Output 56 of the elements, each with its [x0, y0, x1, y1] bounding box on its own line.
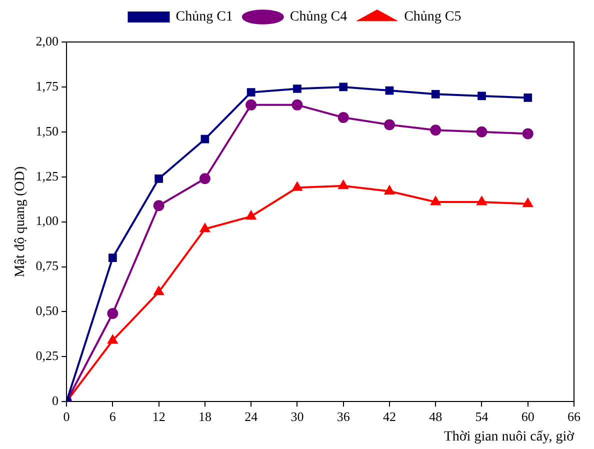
point — [246, 88, 256, 97]
y-tick-label: 1,25 — [36, 168, 59, 184]
y-tick-label: 1,50 — [36, 123, 59, 138]
x-tick-label: 42 — [382, 408, 396, 424]
point — [522, 198, 533, 208]
point — [200, 223, 210, 232]
y-tick-label: 0,25 — [36, 348, 59, 364]
point — [338, 112, 349, 124]
legend-label: Chủng C5 — [404, 10, 462, 25]
x-tick-label: 24 — [244, 408, 258, 424]
point — [246, 210, 256, 220]
point — [108, 254, 117, 262]
point — [153, 200, 164, 212]
point — [292, 99, 303, 110]
point — [107, 308, 118, 319]
y-tick-label: 1,00 — [36, 213, 59, 228]
x-tick-label: 36 — [336, 408, 350, 424]
y-tick-label: 1,75 — [36, 78, 59, 94]
point — [108, 334, 118, 344]
x-tick-label: 0 — [63, 408, 70, 424]
point — [385, 86, 394, 95]
legend-label: Chủng C4 — [290, 10, 348, 25]
y-axis-title: Mật độ quang (OD) — [13, 166, 28, 278]
point — [154, 286, 164, 296]
x-tick-label: 18 — [198, 408, 212, 424]
point — [154, 174, 163, 183]
x-tick-label: 66 — [568, 408, 581, 424]
x-tick-label: 48 — [429, 408, 442, 424]
point — [292, 182, 302, 191]
y-tick-label: 2,00 — [36, 33, 59, 48]
point — [339, 82, 348, 92]
point — [430, 196, 440, 206]
y-tick-label: 0,75 — [36, 258, 59, 274]
point — [476, 196, 487, 206]
point — [384, 186, 394, 194]
point — [200, 134, 210, 144]
y-tick-label: 0 — [52, 393, 59, 408]
point — [431, 90, 440, 98]
x-tick-label: 60 — [521, 408, 534, 424]
point — [522, 128, 534, 140]
point — [293, 84, 302, 93]
point — [199, 173, 210, 184]
x-axis-title: Thời gian nuôi cấy, giờ — [444, 429, 575, 444]
point — [524, 94, 532, 102]
point — [246, 99, 257, 110]
point — [430, 124, 442, 136]
x-tick-label: 30 — [290, 408, 304, 424]
x-tick-label: 6 — [109, 408, 116, 424]
x-tick-label: 12 — [152, 408, 166, 424]
point — [338, 180, 348, 190]
point — [478, 92, 486, 100]
point — [476, 126, 488, 138]
x-tick-label: 54 — [475, 408, 489, 424]
y-tick-label: 0,50 — [36, 303, 59, 318]
point — [384, 119, 395, 130]
legend-label: Chủng C1 — [176, 10, 233, 25]
